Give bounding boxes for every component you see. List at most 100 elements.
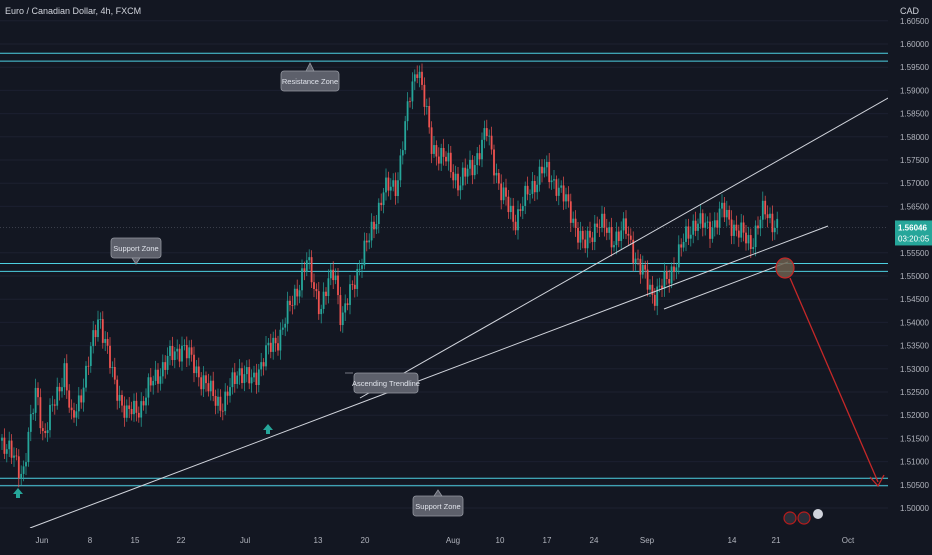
candle-body	[709, 221, 711, 239]
candle-body	[613, 245, 615, 248]
candle-body	[248, 367, 251, 384]
candle-body	[137, 412, 140, 418]
candle-body	[658, 285, 661, 287]
candle-body	[368, 240, 371, 243]
candle-body	[231, 372, 234, 388]
notifications-icon[interactable]	[813, 509, 823, 519]
candle-body	[538, 166, 541, 185]
candle-body	[41, 428, 44, 432]
y-tick-label: 1.52500	[900, 388, 929, 397]
candle-body	[711, 227, 714, 239]
candle-body	[560, 185, 563, 188]
candle-body	[579, 230, 582, 243]
chart-toolbar[interactable]	[783, 509, 823, 525]
y-tick-label: 1.53500	[900, 342, 929, 351]
candle-body	[46, 430, 49, 434]
candle-body	[428, 105, 431, 128]
candle-body	[776, 218, 779, 228]
candle-body	[413, 74, 416, 82]
candle-body	[548, 161, 551, 183]
candle-body	[514, 221, 517, 231]
candle-body	[675, 267, 678, 272]
support-zone-lower-label-text: Support Zone	[415, 502, 460, 511]
candle-body	[140, 401, 143, 418]
countdown-timer: 03:20:05	[898, 234, 930, 243]
candle-body	[123, 405, 126, 418]
candle-body	[241, 368, 243, 384]
ascending-trendline-label[interactable]: Ascending Trendline	[345, 372, 420, 394]
breakout-circle[interactable]	[775, 257, 795, 279]
candle-body	[773, 227, 776, 233]
candle-body	[689, 234, 692, 239]
candle-body	[221, 410, 224, 412]
candle-body	[598, 227, 601, 228]
resistance-zone-label[interactable]: Resistance Zone	[280, 62, 340, 92]
candle-body	[25, 462, 27, 467]
candle-body	[245, 367, 248, 375]
candle-body	[313, 282, 315, 290]
candle-body	[406, 101, 409, 122]
candle-body	[670, 266, 673, 284]
x-tick-label: 24	[590, 536, 599, 545]
candle-body	[332, 269, 335, 281]
price-axis[interactable]	[888, 0, 932, 550]
candle-body	[185, 345, 188, 359]
ascending-trendline[interactable]	[29, 225, 829, 529]
candle-body	[706, 221, 709, 223]
candle-body	[442, 147, 445, 157]
y-tick-label: 1.56500	[900, 202, 929, 211]
candle-body	[651, 284, 654, 295]
support-zone-lower-label-pointer	[433, 489, 443, 497]
channel-lower-line[interactable]	[663, 261, 789, 310]
candle-body	[267, 342, 270, 346]
candle-body	[274, 337, 277, 344]
candle-body	[586, 230, 589, 249]
x-tick-label: 13	[314, 536, 323, 545]
candle-body	[286, 300, 289, 324]
candle-body	[85, 365, 87, 388]
candle-body	[157, 369, 159, 384]
candle-body	[68, 390, 71, 408]
channel-upper-line[interactable]	[359, 92, 898, 399]
candle-body	[356, 268, 359, 289]
y-tick-label: 1.50500	[900, 481, 929, 490]
candle-body	[440, 147, 443, 164]
candle-body	[255, 372, 258, 385]
candle-body	[166, 355, 169, 370]
candle-body	[293, 288, 296, 306]
candle-body	[694, 220, 697, 231]
projection-arrow[interactable]	[789, 277, 879, 483]
candle-body	[454, 173, 457, 181]
candle-body	[8, 440, 11, 450]
projection-arrow-head	[869, 474, 885, 488]
candle-body	[478, 153, 481, 160]
candle-body	[529, 193, 531, 195]
candle-body	[687, 226, 690, 239]
candle-body	[125, 405, 128, 418]
candle-body	[104, 338, 107, 343]
candle-body	[740, 222, 743, 238]
y-tick-label: 1.59500	[900, 63, 929, 72]
candle-body	[296, 288, 299, 297]
record-icon[interactable]	[797, 511, 811, 525]
candle-body	[207, 383, 210, 392]
candle-body	[608, 227, 611, 233]
candle-body	[565, 194, 567, 202]
candle-body	[757, 225, 759, 229]
candle-body	[634, 258, 637, 263]
candle-body	[728, 209, 731, 220]
candle-body	[409, 101, 411, 103]
support-zone-upper-label[interactable]: Support Zone	[110, 237, 162, 265]
support-zone-lower-label[interactable]: Support Zone	[412, 489, 464, 517]
time-axis[interactable]	[0, 528, 888, 550]
candle-body	[329, 269, 332, 279]
candle-body	[430, 127, 433, 154]
y-tick-label: 1.58000	[900, 133, 929, 142]
candle-body	[593, 223, 596, 242]
x-tick-label: Oct	[842, 536, 855, 545]
compare-icon[interactable]	[783, 511, 797, 525]
x-tick-label: 22	[177, 536, 186, 545]
candle-body	[519, 209, 522, 211]
